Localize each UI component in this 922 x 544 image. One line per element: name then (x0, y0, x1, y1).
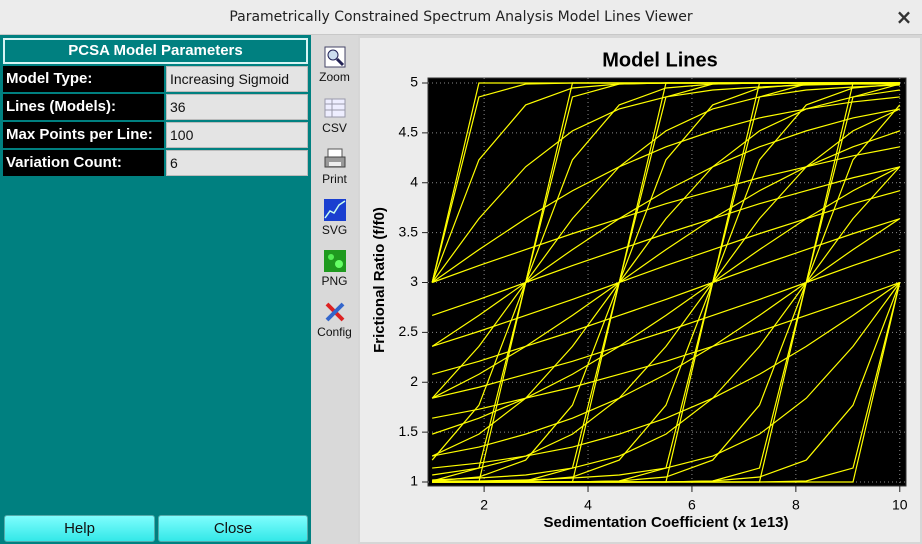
help-button[interactable]: Help (4, 515, 155, 542)
model-line (431, 84, 900, 399)
param-label: Max Points per Line: (3, 122, 164, 148)
svg-tool[interactable]: SVG (311, 194, 358, 244)
parameters-panel: PCSA Model Parameters Model Type: Increa… (0, 35, 311, 544)
x-tick-label: 2 (480, 497, 488, 513)
tool-label: CSV (322, 121, 347, 135)
y-tick-label: 5 (410, 74, 418, 90)
model-line (432, 281, 900, 419)
y-axis-label: Frictional Ratio (f/f0) (371, 207, 388, 353)
print-tool[interactable]: Print (311, 143, 358, 193)
close-button[interactable]: Close (158, 515, 308, 542)
config-tool[interactable]: Config (311, 296, 358, 346)
model-line (432, 83, 900, 483)
model-line (431, 96, 900, 283)
window-title: Parametrically Constrained Spectrum Anal… (229, 9, 693, 25)
icon (325, 302, 344, 322)
model-line (431, 166, 900, 316)
csv-tool[interactable]: CSV (311, 92, 358, 142)
icon (324, 148, 345, 168)
param-label: Lines (Models): (3, 94, 164, 120)
model-line (432, 282, 901, 482)
icon (324, 46, 345, 68)
chart-title: Model Lines (602, 49, 718, 71)
y-tick-label: 3.5 (399, 223, 419, 239)
close-window[interactable]: × (895, 5, 913, 29)
param-value[interactable]: 100 (166, 122, 308, 148)
tool-label: Config (317, 325, 352, 339)
model-line (432, 282, 901, 483)
x-tick-label: 8 (792, 497, 800, 513)
model-line (431, 108, 900, 347)
param-value[interactable]: 36 (166, 94, 308, 120)
zoom-tool[interactable]: Zoom (311, 41, 358, 91)
y-tick-label: 1 (410, 473, 418, 489)
model-line (431, 166, 901, 435)
tool-label: Zoom (319, 70, 350, 84)
y-tick-label: 4 (410, 173, 418, 189)
y-tick-label: 3 (410, 273, 418, 289)
model-line (432, 282, 901, 469)
param-value[interactable]: Increasing Sigmoid (166, 66, 308, 92)
icon (324, 98, 345, 118)
icon (323, 250, 346, 272)
png-tool[interactable]: PNG (311, 245, 358, 295)
tool-label: SVG (321, 223, 348, 237)
model-line (431, 130, 900, 399)
param-label: Variation Count: (3, 150, 164, 176)
tool-label: Print (322, 172, 347, 186)
x-axis-label: Sedimentation Coefficient (x 1e13) (543, 514, 788, 531)
model-line (431, 218, 900, 375)
y-tick-label: 2.5 (399, 323, 419, 339)
model-line (432, 249, 900, 399)
plot-area (427, 77, 907, 487)
x-tick-label: 6 (688, 497, 696, 513)
param-label: Model Type: (3, 66, 164, 92)
model-line (432, 218, 901, 457)
icon (323, 199, 346, 221)
y-tick-label: 1.5 (399, 423, 419, 439)
panel-header: PCSA Model Parameters (3, 38, 308, 64)
param-value[interactable]: 6 (166, 150, 308, 176)
chart: Model Lines Sedimentation Coefficient (x… (360, 38, 920, 542)
y-tick-label: 4.5 (399, 124, 419, 140)
title-bar: Parametrically Constrained Spectrum Anal… (0, 0, 922, 35)
y-tick-label: 2 (410, 373, 418, 389)
model-line (432, 166, 901, 481)
x-tick-label: 10 (892, 497, 908, 513)
model-line (431, 89, 900, 457)
model-line (432, 108, 901, 476)
tool-label: PNG (321, 274, 348, 288)
toolbar: Zoom CSV Print SVG PNG Config (311, 35, 358, 544)
model-line (431, 146, 900, 284)
x-tick-label: 4 (584, 497, 592, 513)
